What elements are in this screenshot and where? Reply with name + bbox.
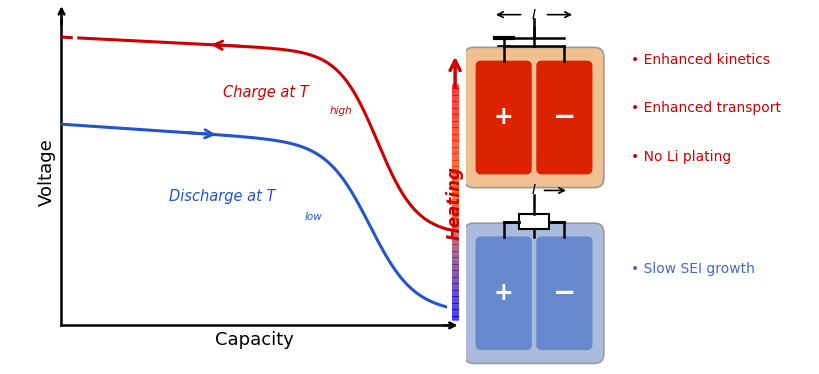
Text: $I$: $I$ [531, 183, 536, 197]
Text: $I$: $I$ [531, 7, 536, 22]
Text: Charge at T: Charge at T [223, 85, 309, 100]
Text: Discharge at T: Discharge at T [170, 189, 275, 204]
Text: −: − [552, 279, 575, 307]
Y-axis label: Voltage: Voltage [38, 138, 56, 206]
FancyBboxPatch shape [536, 61, 591, 174]
FancyBboxPatch shape [475, 236, 531, 350]
Text: +: + [493, 105, 513, 129]
Text: • Enhanced transport: • Enhanced transport [631, 101, 781, 116]
Bar [518, 214, 549, 229]
FancyBboxPatch shape [536, 236, 591, 350]
Text: high: high [329, 106, 351, 116]
Text: −: − [552, 104, 575, 132]
X-axis label: Capacity: Capacity [215, 331, 293, 349]
Text: • Enhanced kinetics: • Enhanced kinetics [631, 53, 770, 67]
Text: +: + [493, 281, 513, 305]
Text: • No Li plating: • No Li plating [631, 150, 731, 164]
FancyBboxPatch shape [464, 47, 603, 188]
FancyBboxPatch shape [475, 61, 531, 174]
Text: low: low [304, 212, 322, 222]
Text: Heating: Heating [446, 166, 464, 240]
FancyBboxPatch shape [464, 223, 603, 364]
Text: • Slow SEI growth: • Slow SEI growth [631, 262, 754, 276]
